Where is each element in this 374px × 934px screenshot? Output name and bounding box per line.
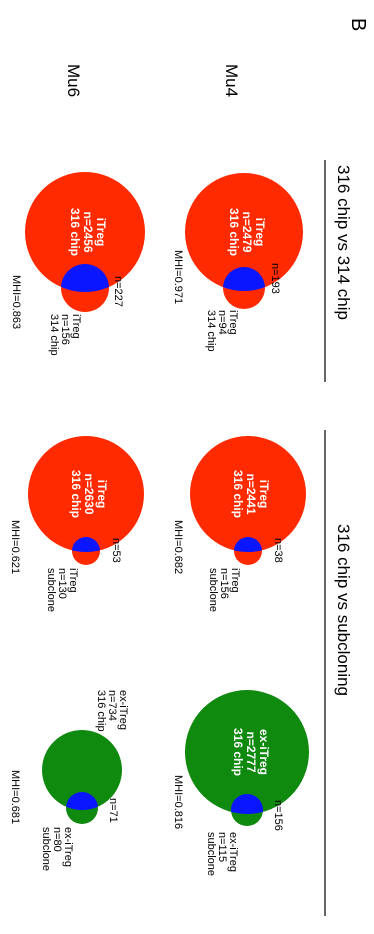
big-set-label-line3: 316 chip <box>69 470 83 518</box>
small-set-label-line3: 314 chip <box>48 314 60 356</box>
venn-set-big <box>25 172 145 292</box>
big-set-label-line2: n=2479 <box>240 211 254 252</box>
big-set-label-line1: iTreg <box>95 480 109 509</box>
venn-mu4-subclone: iTreg n=2441 316 chip n=38 iTreg n=156 s… <box>172 436 306 612</box>
overlap-label: n=38 <box>272 538 284 563</box>
venn-set-big <box>190 436 306 552</box>
mhi-value: MHI=0.681 <box>9 770 21 824</box>
small-set-label-line2: n=80 <box>51 827 63 852</box>
small-set-label-line2: n=94 <box>216 310 228 335</box>
big-set-label-line3: 316 chip <box>227 208 241 256</box>
row-header-mu6: Mu6 <box>64 64 83 97</box>
small-set-label-line3: subclone <box>205 832 217 876</box>
small-set-label-line2: n=115 <box>216 832 228 862</box>
overlap-label: n=193 <box>269 263 281 294</box>
big-set-label-line3: 316 chip <box>231 470 245 518</box>
venn-set-big <box>185 173 303 291</box>
big-set-label-line2: n=2630 <box>82 473 96 514</box>
big-set-label-line2: n=2456 <box>81 211 95 252</box>
mhi-value: MHI=0.971 <box>172 250 184 304</box>
venn-mu4-ex: ex-iTreg n=2777 316 chip n=156 ex-iTreg … <box>172 690 309 876</box>
small-set-label-line1: iTreg <box>70 314 82 339</box>
small-set-label-line3: subclone <box>40 827 52 871</box>
small-set-label-line1: iTreg <box>227 310 239 335</box>
small-set-label-line1: iTreg <box>67 568 79 593</box>
venn-mu6-ex: ex-iTreg n=734 316 chip n=71 ex-iTreg n=… <box>9 690 129 871</box>
small-set-label-line3: subclone <box>207 568 219 612</box>
column-header-chip: 316 chip vs 314 chip <box>334 165 353 320</box>
venn-set-big <box>42 730 122 810</box>
small-set-label-line3: subclone <box>45 568 57 612</box>
mhi-value: MHI=0.816 <box>172 775 184 829</box>
big-set-label-line1: iTreg <box>94 218 108 247</box>
venn-set-big <box>185 690 309 814</box>
big-set-label-line3: 316 chip <box>95 690 107 732</box>
overlap-label: n=156 <box>272 800 284 831</box>
row-header-mu4: Mu4 <box>222 64 241 97</box>
mhi-value: MHI=0.863 <box>10 275 22 329</box>
big-set-label-line1: ex-iTreg <box>257 729 271 775</box>
small-set-label-line3: 314 chip <box>205 310 217 352</box>
big-set-label-line1: iTreg <box>253 218 267 247</box>
small-set-label-line1: ex-iTreg <box>62 827 74 867</box>
mhi-value: MHI=0.682 <box>172 520 184 574</box>
overlap-label: n=53 <box>110 538 122 563</box>
venn-set-big <box>28 436 144 552</box>
mhi-value: MHI=0.621 <box>9 520 21 574</box>
column-header-subcloning: 316 chip vs subcloning <box>334 524 353 696</box>
big-set-label-line2: n=734 <box>106 690 118 721</box>
venn-mu6-subclone: iTreg n=2630 316 chip n=53 iTreg n=130 s… <box>9 436 144 612</box>
small-set-label-line2: n=156 <box>218 568 230 599</box>
big-set-label-line1: ex-iTreg <box>117 690 129 730</box>
big-set-label-line2: n=2441 <box>244 473 258 514</box>
big-set-label-line3: 316 chip <box>68 208 82 256</box>
overlap-label: n=71 <box>107 798 119 823</box>
big-set-label-line3: 316 chip <box>231 728 245 776</box>
big-set-label-line2: n=2777 <box>244 731 258 772</box>
small-set-label-line1: iTreg <box>229 568 241 593</box>
small-set-label-line2: n=156 <box>59 314 71 345</box>
small-set-label-line2: n=130 <box>56 568 68 599</box>
overlap-label: n=227 <box>112 276 124 307</box>
venn-mu6-chip: iTreg n=2456 316 chip n=227 iTreg n=156 … <box>10 172 145 356</box>
small-set-label-line1: ex-iTreg <box>227 832 239 872</box>
big-set-label-line1: iTreg <box>257 480 271 509</box>
panel-letter: B <box>347 18 369 31</box>
venn-mu4-chip: iTreg n=2479 316 chip n=193 iTreg n=94 3… <box>172 173 303 352</box>
